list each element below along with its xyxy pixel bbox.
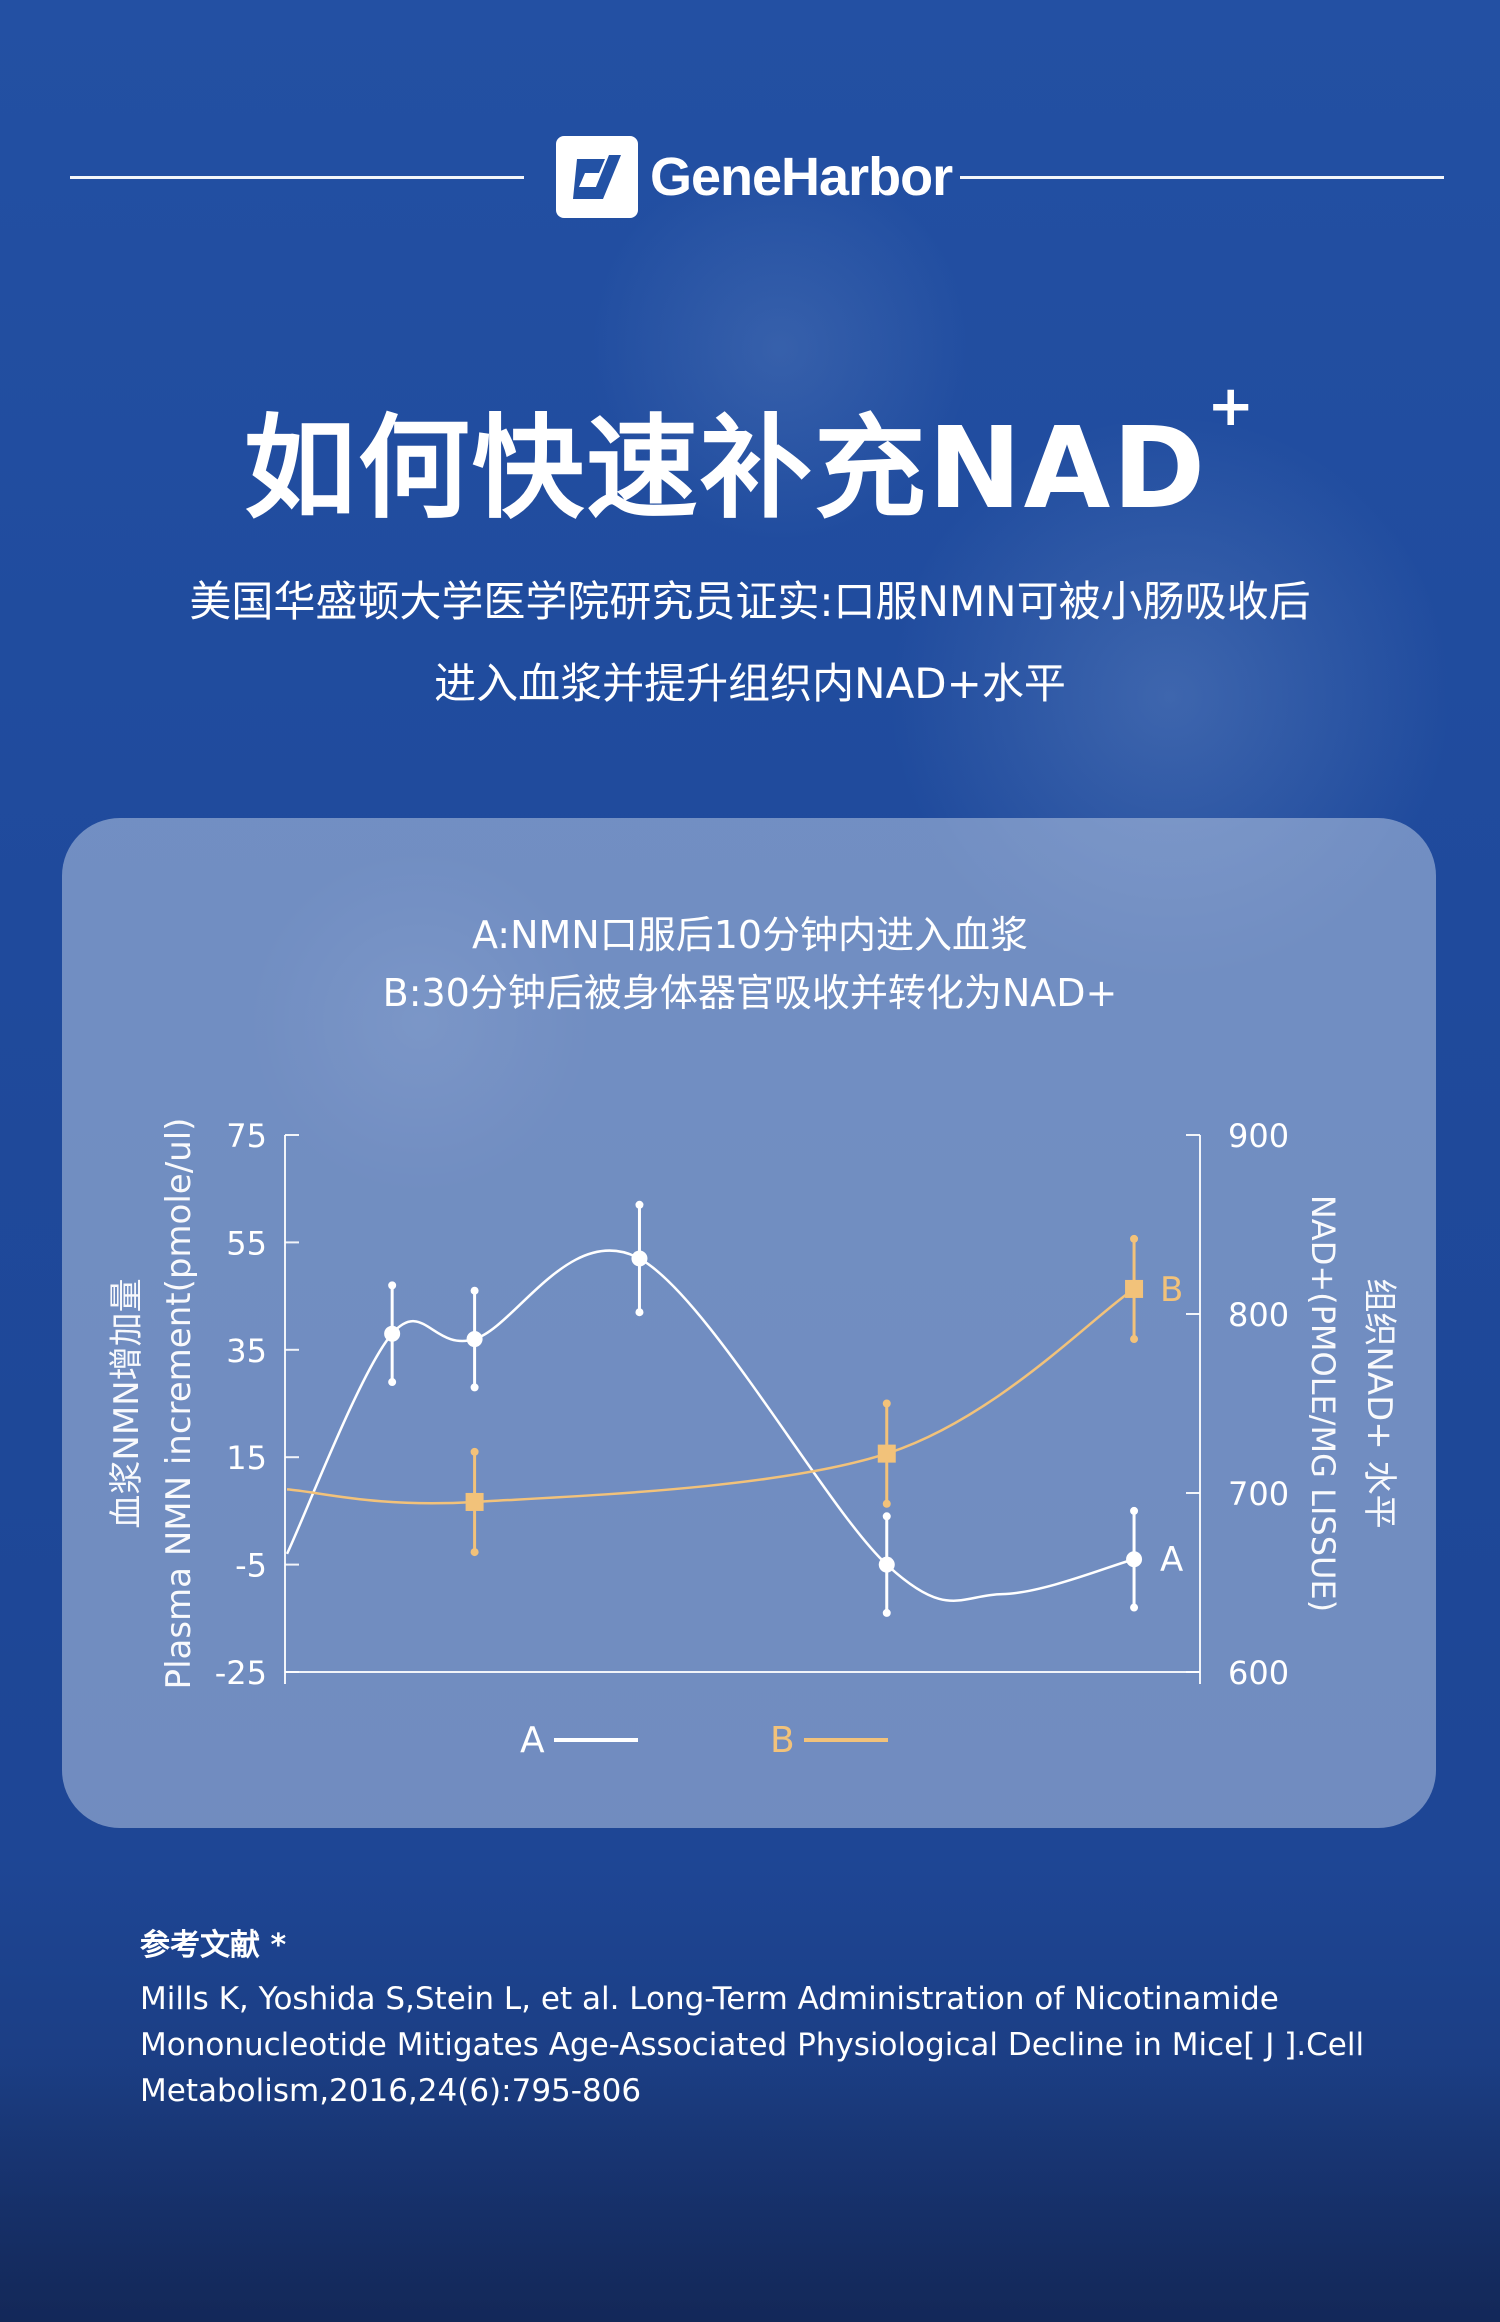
logo-mark-icon <box>556 136 638 218</box>
series-A-errorcap <box>388 1281 397 1290</box>
legend-label-B: B <box>770 1720 795 1761</box>
left-axis-label-en: Plasma NMN increment(pmole/ul) <box>159 1118 199 1690</box>
series-A-point <box>384 1325 401 1342</box>
references: 参考文献 * Mills K, Yoshida S,Stein L, et al… <box>140 1920 1380 2114</box>
series-B-errorcap <box>882 1399 891 1408</box>
series-A-errorcap <box>1130 1603 1139 1612</box>
series-A-point <box>1126 1551 1143 1568</box>
series-A-errorcap <box>388 1378 397 1387</box>
right-axis-label-zh: 组织NAD+ 水平 <box>1359 1278 1399 1528</box>
references-heading: 参考文献 * <box>140 1928 287 1963</box>
title-text: 如何快速补充NAD <box>243 404 1208 534</box>
right-tick-label: 700 <box>1228 1475 1289 1513</box>
header-line-left <box>70 176 524 179</box>
series-B-line <box>286 1287 1135 1505</box>
series-A-line <box>285 1249 1135 1602</box>
series-A-end-label: A <box>1160 1540 1183 1580</box>
series-A-errorcap <box>470 1383 479 1392</box>
series-A-errorcap <box>882 1608 891 1617</box>
left-axis-label-zh: 血浆NMN增加量 <box>107 1278 147 1528</box>
title-superscript: + <box>1207 374 1257 439</box>
series-B-errorcap <box>470 1447 479 1456</box>
left-tick-label: -5 <box>235 1547 267 1585</box>
series-A-errorcap <box>470 1286 479 1295</box>
series-B-errorcap <box>882 1499 891 1508</box>
series-A-errorcap <box>635 1200 644 1209</box>
subtitle-line-2: 进入血浆并提升组织内NAD+水平 <box>434 659 1066 708</box>
left-tick-label: 75 <box>226 1117 267 1155</box>
panel-note-b: B:30分钟后被身体器官吸收并转化为NAD+ <box>382 971 1118 1015</box>
header: GeneHarbor <box>70 128 1444 228</box>
series-B-point <box>465 1492 484 1511</box>
left-tick-label: 55 <box>226 1224 267 1262</box>
series-A-point <box>631 1250 648 1267</box>
references-text: Mills K, Yoshida S,Stein L, et al. Long-… <box>140 1981 1365 2109</box>
left-tick-label: 15 <box>226 1439 267 1477</box>
series-B-errorcap <box>1130 1335 1139 1344</box>
chart-panel <box>62 818 1436 1828</box>
series-B-point <box>1125 1279 1144 1298</box>
header-line-right <box>960 176 1444 179</box>
left-tick-label: -25 <box>215 1654 267 1692</box>
brand-name: GeneHarbor <box>650 147 953 207</box>
panel-note-a: A:NMN口服后10分钟内进入血浆 <box>471 913 1029 957</box>
series-A-point <box>466 1331 483 1348</box>
series-A-errorcap <box>1130 1506 1139 1515</box>
series-A-point <box>878 1556 895 1573</box>
right-tick-label: 600 <box>1228 1654 1289 1692</box>
series-B-end-label: B <box>1160 1270 1183 1310</box>
bottom-shade <box>0 2062 1500 2322</box>
right-tick-label: 900 <box>1228 1117 1289 1155</box>
series-B-point <box>877 1444 896 1463</box>
series-B-errorcap <box>470 1548 479 1557</box>
series-A-errorcap <box>635 1308 644 1317</box>
right-axis-label-en: NAD+(PMOLE/MG LISSUE) <box>1304 1195 1342 1612</box>
right-tick-label: 800 <box>1228 1296 1289 1334</box>
series-A-errorcap <box>882 1512 891 1521</box>
left-tick-label: 35 <box>226 1332 267 1370</box>
page-title: 如何快速补充NAD+ <box>0 374 1500 540</box>
series-B-errorcap <box>1130 1234 1139 1243</box>
legend-label-A: A <box>520 1720 545 1761</box>
brand-logo: GeneHarbor <box>556 136 953 218</box>
subtitle-line-1: 美国华盛顿大学医学院研究员证实:口服NMN可被小肠吸收后 <box>189 577 1311 626</box>
